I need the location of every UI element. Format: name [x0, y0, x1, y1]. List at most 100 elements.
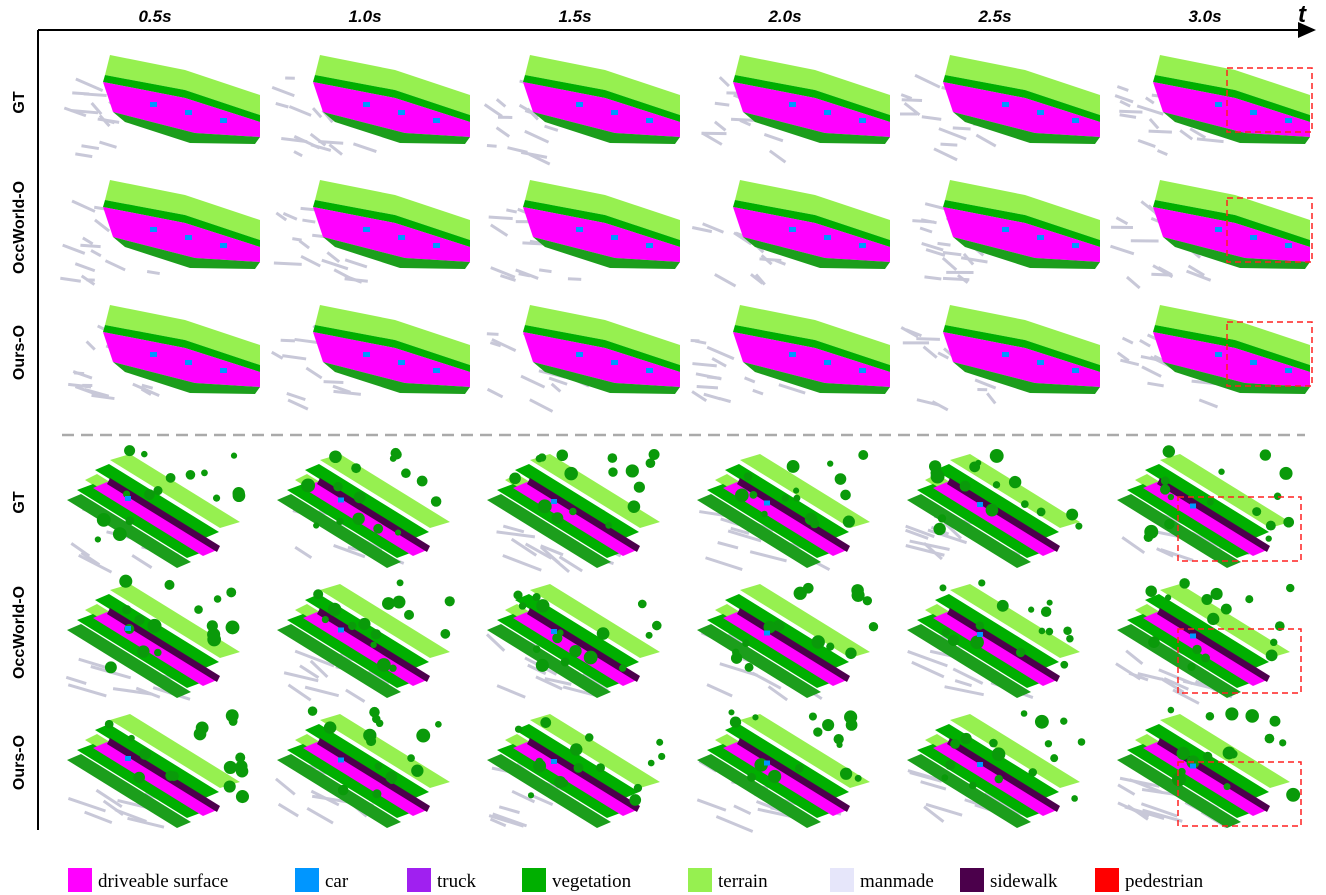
manmade-voxels	[503, 556, 541, 571]
car	[789, 102, 796, 107]
car	[1285, 368, 1292, 373]
car	[859, 368, 866, 373]
car	[433, 243, 440, 248]
time-label: 3.0s	[1188, 7, 1221, 26]
tree	[166, 473, 176, 483]
manmade-voxels	[81, 146, 98, 149]
tree	[1066, 635, 1074, 643]
car	[576, 227, 583, 232]
manmade-voxels	[692, 391, 706, 400]
car	[398, 110, 405, 115]
tree	[564, 467, 578, 481]
car	[1037, 110, 1044, 115]
legend-swatch	[688, 868, 712, 892]
car	[1072, 368, 1079, 373]
tree	[1035, 715, 1049, 729]
manmade-voxels	[1120, 101, 1130, 106]
manmade-voxels	[940, 144, 957, 145]
car	[576, 352, 583, 357]
scene	[66, 575, 240, 700]
tree	[978, 579, 985, 586]
car	[1285, 243, 1292, 248]
tree	[1265, 734, 1275, 744]
manmade-voxels	[1110, 246, 1133, 254]
manmade-voxels	[1140, 340, 1150, 346]
tree	[574, 763, 584, 773]
tree	[584, 651, 598, 665]
car	[1190, 764, 1196, 769]
tree	[1223, 747, 1236, 760]
legend-swatch	[407, 868, 431, 892]
car	[859, 243, 866, 248]
tree	[1165, 594, 1171, 600]
tree	[1066, 509, 1078, 521]
tree	[532, 593, 540, 601]
tree	[1028, 607, 1034, 613]
tree	[1160, 484, 1170, 494]
car	[1002, 102, 1009, 107]
tree	[1028, 768, 1037, 777]
tree	[1161, 476, 1170, 485]
manmade-voxels	[976, 135, 995, 146]
manmade-voxels	[719, 398, 731, 401]
car	[576, 102, 583, 107]
car	[1250, 110, 1257, 115]
tree	[435, 721, 442, 728]
car	[789, 227, 796, 232]
tree	[105, 661, 117, 673]
car	[611, 235, 618, 240]
legend-label: manmade	[860, 871, 934, 892]
tree	[336, 518, 343, 525]
manmade-voxels	[1127, 277, 1140, 288]
scene	[1115, 55, 1310, 155]
tree	[540, 717, 551, 728]
car	[789, 352, 796, 357]
manmade-voxels	[487, 334, 499, 335]
tree	[1266, 649, 1278, 661]
tree	[1206, 712, 1215, 721]
tree	[333, 482, 342, 491]
manmade-voxels	[943, 258, 956, 270]
tree	[401, 468, 411, 478]
scene	[1117, 445, 1294, 568]
manmade-voxels	[497, 532, 535, 537]
manmade-voxels	[568, 279, 581, 280]
car	[363, 352, 370, 357]
car	[859, 118, 866, 123]
manmade-voxels	[95, 220, 109, 231]
scene	[1117, 707, 1300, 828]
manmade-voxels	[287, 393, 306, 399]
manmade-voxels	[147, 271, 160, 273]
car	[433, 118, 440, 123]
tree	[386, 771, 398, 783]
manmade-voxels	[734, 806, 751, 814]
manmade-voxels	[901, 95, 911, 99]
tree	[226, 709, 239, 722]
tree	[638, 600, 647, 609]
manmade-voxels	[1197, 139, 1224, 142]
figure: t 0.5s1.0s1.5s2.0s2.5s3.0sGTOccWorld-OOu…	[0, 0, 1326, 895]
manmade-voxels	[75, 154, 92, 157]
tree	[1037, 508, 1046, 517]
scene	[691, 305, 890, 402]
car	[338, 628, 344, 633]
manmade-voxels	[487, 145, 497, 146]
manmade-voxels	[327, 252, 339, 261]
tree	[1047, 600, 1053, 606]
tree	[371, 629, 381, 639]
tree	[139, 748, 151, 760]
scene	[68, 305, 260, 399]
manmade-voxels	[346, 690, 365, 702]
tree	[569, 508, 576, 515]
manmade-voxels	[715, 103, 729, 105]
car	[1072, 243, 1079, 248]
tree	[1016, 648, 1025, 657]
car	[1215, 227, 1222, 232]
legend-label: car	[325, 871, 349, 892]
tree	[752, 714, 758, 720]
tree	[1039, 628, 1046, 635]
tree	[165, 771, 175, 781]
tree	[596, 763, 605, 772]
tree	[742, 639, 750, 647]
car	[764, 631, 770, 636]
